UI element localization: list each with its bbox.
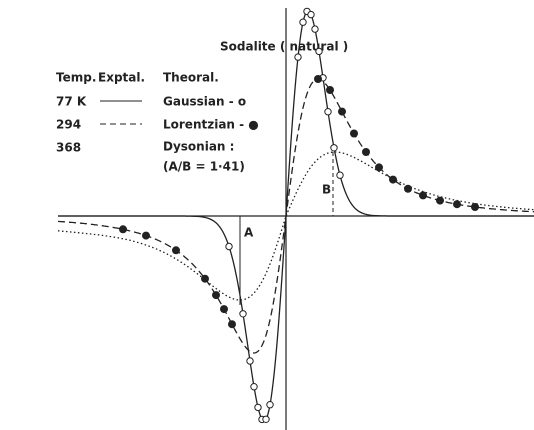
lorentzian-point	[350, 129, 358, 138]
lorentzian-point	[419, 191, 427, 200]
gaussian-point	[262, 415, 270, 423]
lorentzian-point	[212, 291, 220, 300]
gaussian-point	[246, 357, 254, 365]
lorentzian-point	[142, 231, 150, 240]
gaussian-point	[254, 403, 262, 412]
legend-temp: 294	[56, 118, 81, 132]
lorentzian-point	[326, 86, 334, 94]
legend-note: (A/B = 1·41)	[163, 160, 245, 174]
lorentzian-point	[471, 203, 479, 211]
gaussian-point	[315, 47, 323, 56]
lorentzian-point	[228, 320, 236, 329]
marker-b: B	[322, 183, 331, 197]
lorentzian-point	[201, 274, 209, 283]
gaussian-point	[324, 108, 332, 116]
lorentzian-point	[172, 246, 180, 255]
legend-theory: Lorentzian - ●	[163, 118, 259, 132]
gaussian-point	[311, 25, 319, 33]
legend-theory: Dysonian :	[163, 140, 234, 154]
gaussian-point	[336, 171, 344, 179]
legend-theory: Gaussian - o	[163, 95, 246, 109]
gaussian-point	[239, 310, 247, 318]
marker-a: A	[244, 226, 254, 240]
dysonian-curve	[57, 151, 534, 301]
lorentzian-point	[362, 148, 370, 156]
lorentzian-point	[389, 175, 397, 184]
lorentzian-point	[338, 107, 346, 116]
title: Sodalite ( natural )	[220, 40, 348, 54]
lorentzian-point	[220, 305, 228, 314]
gaussian-point	[266, 401, 274, 409]
lorentzian-point	[404, 184, 412, 193]
gaussian-point	[299, 18, 307, 26]
legend-temp: 77 K	[56, 95, 87, 109]
gaussian-point	[250, 383, 258, 391]
lorentzian-curve	[57, 78, 534, 354]
legend-header: Theoral.	[163, 71, 219, 85]
lorentzian-point	[375, 163, 383, 172]
lorentzian-point	[119, 225, 127, 234]
lorentzian-point	[314, 75, 322, 83]
legend-temp: 368	[56, 141, 81, 155]
lorentzian-point	[436, 196, 444, 205]
legend-header: Exptal.	[98, 71, 145, 85]
gaussian-point	[225, 242, 233, 251]
gaussian-point	[330, 144, 338, 152]
gaussian-curve	[58, 10, 534, 422]
lorentzian-point	[453, 200, 461, 209]
gaussian-point	[294, 53, 302, 61]
gaussian-point	[307, 10, 315, 19]
legend-header: Temp.	[56, 71, 96, 85]
